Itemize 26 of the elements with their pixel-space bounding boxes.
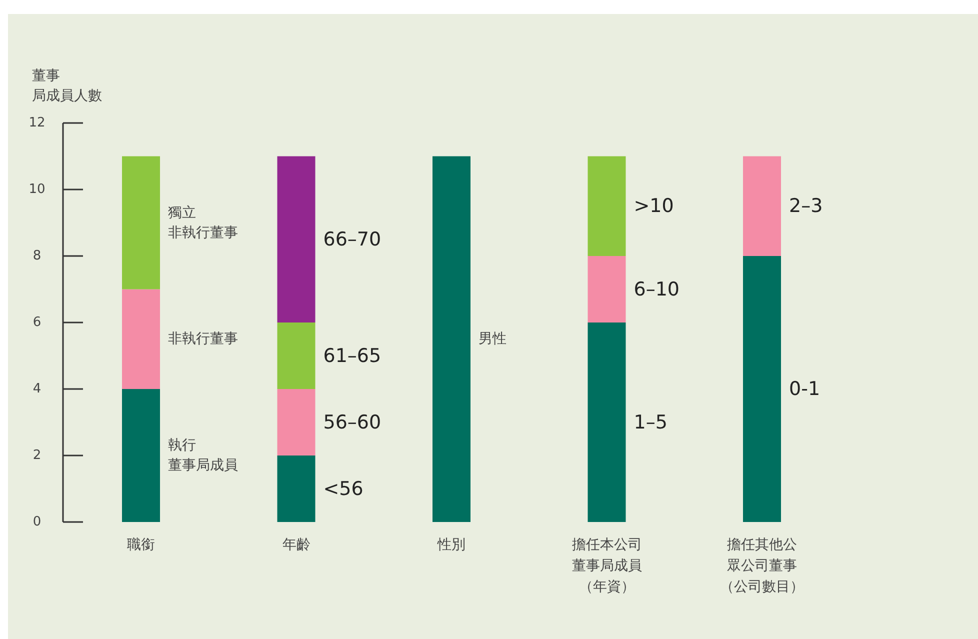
series-label: 66–70 <box>323 228 382 250</box>
y-tick-label: 2 <box>32 448 42 463</box>
series-label: 56–60 <box>323 411 382 434</box>
y-axis-title: 董事局成員人數 <box>32 68 102 104</box>
y-tick-label: 4 <box>32 382 42 396</box>
x-tick-label: 年齡 <box>282 537 310 553</box>
series-label: 0-1 <box>789 378 820 400</box>
x-tick-label: 性別 <box>436 537 466 553</box>
y-tick-label: 10 <box>28 182 46 197</box>
series-label: 非執行董事 <box>168 331 238 348</box>
series-label: <56 <box>323 478 364 500</box>
series-label: 61–65 <box>323 344 382 367</box>
y-tick-label: 6 <box>32 315 42 330</box>
y-tick-label: 12 <box>28 116 46 130</box>
series-label: >10 <box>634 195 674 218</box>
series-label: 1–5 <box>634 411 668 434</box>
x-tick-label: 擔任其他公眾公司董事（公司數目） <box>720 537 804 595</box>
series-label: 獨立非執行董事 <box>168 204 238 241</box>
y-tick-label: 0 <box>32 514 42 530</box>
series-label: 男性 <box>478 331 506 348</box>
series-label: 2–3 <box>789 195 823 218</box>
series-label: 6–10 <box>634 278 680 300</box>
y-tick-label: 8 <box>32 248 42 264</box>
x-tick-label: 職銜 <box>127 537 155 553</box>
x-tick-label: 擔任本公司董事局成員（年資） <box>572 537 642 595</box>
series-label: 執行董事局成員 <box>168 438 238 474</box>
